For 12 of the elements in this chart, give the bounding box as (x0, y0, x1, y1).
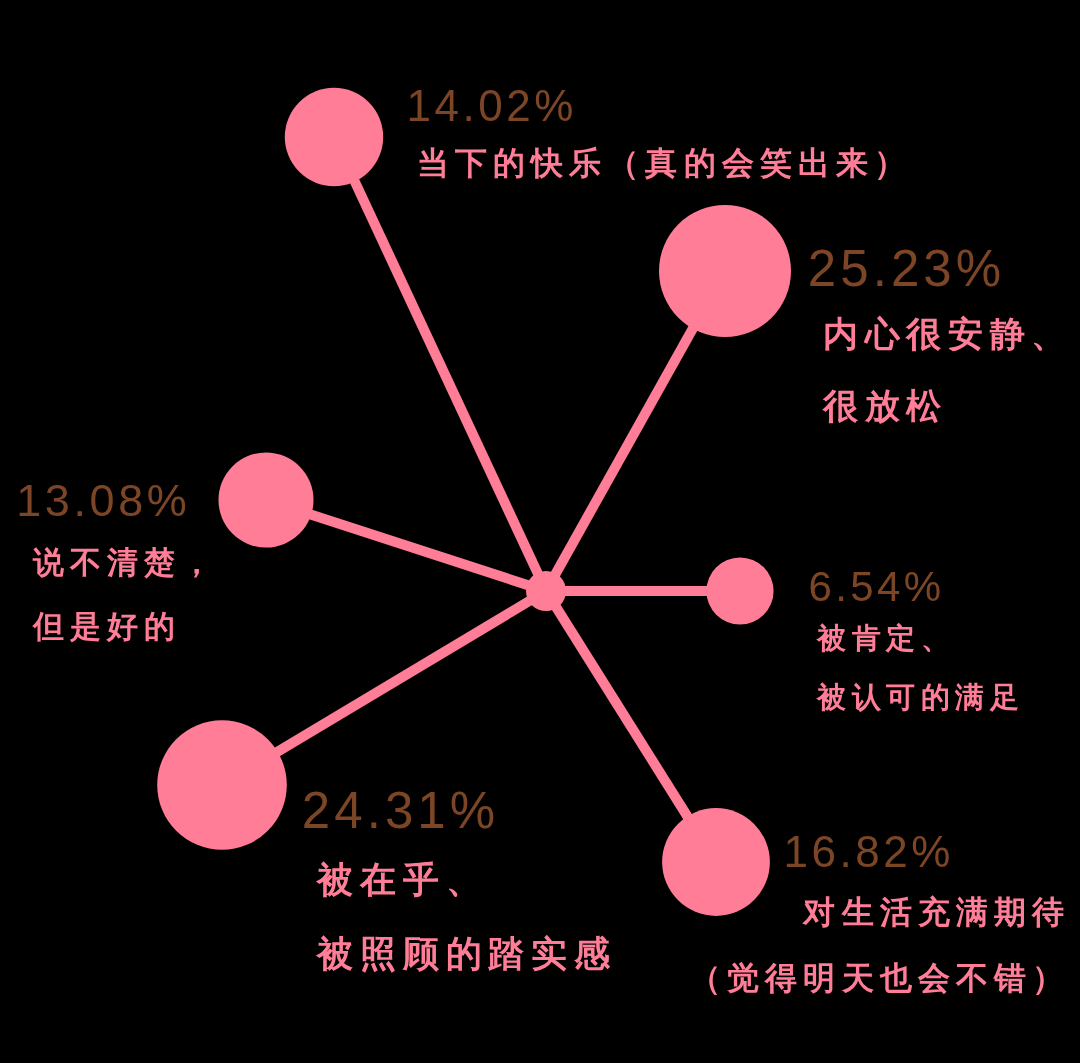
data-label: 14.02% (406, 81, 577, 130)
category-label: 对生活充满期待（觉得明天也会不错） (689, 894, 1070, 996)
data-label: 13.08% (16, 475, 191, 526)
data-label: 16.82% (783, 827, 954, 876)
category-label: 内心很安静、很放松 (822, 314, 1073, 425)
data-label: 6.54% (808, 563, 945, 610)
data-label: 24.31% (301, 782, 500, 839)
category-label: 当下的快乐（真的会笑出来） (417, 145, 913, 181)
category-label: 说不清楚，但是好的 (32, 545, 218, 644)
category-label: 被在乎、被照顾的踏实感 (315, 859, 617, 974)
category-label: 被肯定、被认可的满足 (815, 622, 1025, 714)
data-label: 25.23% (807, 240, 1006, 297)
